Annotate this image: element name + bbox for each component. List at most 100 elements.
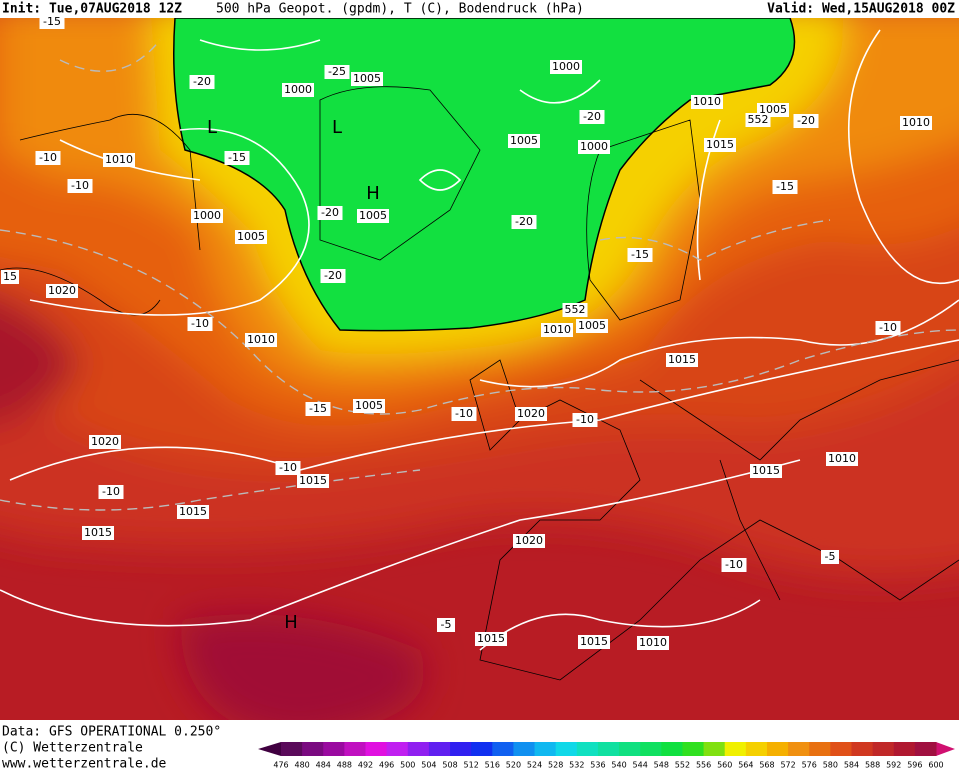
isoline-label: 1020 [517,407,545,420]
isoline-label: -20 [193,75,211,88]
label-box [67,179,93,193]
legend-label: 548 [654,761,669,770]
legend-swatch [323,742,345,756]
isoline-label: 1020 [48,284,76,297]
legend-swatch [597,742,620,756]
label-box [627,248,653,262]
legend-label: 500 [400,761,415,770]
label-box [826,452,858,466]
map-title: 500 hPa Geopot. (gpdm), T (C), Bodendruc… [216,2,584,17]
label-box [353,399,385,413]
legend-swatch [407,742,430,756]
isoline-label: 1010 [543,323,571,336]
legend-arrow-left [258,742,281,756]
label-box [305,402,331,416]
header-bar [0,0,959,18]
legend-swatch [492,742,514,756]
legend-label: 560 [717,761,732,770]
label-box [103,153,135,167]
label-box [1,270,19,284]
legend-swatch [640,742,662,756]
legend-label: 576 [802,761,817,770]
map-area [0,18,959,720]
isoline-label: -10 [279,461,297,474]
isoline-label: 552 [748,113,769,126]
isoline-label: 1015 [752,464,780,477]
label-box [351,72,383,86]
pressure-center: H [366,183,380,204]
label-box [745,113,771,127]
label-box [772,180,798,194]
legend-swatch [766,742,789,756]
legend-arrow-right [936,742,955,756]
legend-swatch [513,742,536,756]
label-box [35,151,61,165]
label-box [187,317,213,331]
legend-swatch [830,742,852,756]
legend-label: 528 [548,761,563,770]
label-box [578,140,610,154]
label-box [572,413,598,427]
legend-swatch [555,742,578,756]
label-box [821,550,839,564]
legend-label: 540 [611,761,626,770]
legend-label: 492 [358,761,373,770]
isoline-label: 1015 [668,353,696,366]
legend-label: 488 [337,761,352,770]
isoline-label: -20 [324,269,342,282]
label-box [704,138,736,152]
isoline-label: -15 [43,15,61,28]
isoline-label: -10 [71,179,89,192]
isoline-label: 1015 [299,474,327,487]
isoline-label: 552 [565,303,586,316]
label-box [245,333,277,347]
isoline-label: 1000 [580,140,608,153]
legend-label: 572 [780,761,795,770]
legend-label: 476 [273,761,288,770]
isoline-label: -15 [309,402,327,415]
label-box [189,75,215,89]
isoline-label: 15 [3,270,17,283]
label-box [98,485,124,499]
label-box [900,116,932,130]
legend-label: 588 [865,761,880,770]
legend-swatch [302,742,324,756]
isoline-label: -10 [879,321,897,334]
label-box [317,206,343,220]
legend-label: 480 [294,761,309,770]
isoline-label: -10 [39,151,57,164]
legend-label: 600 [928,761,943,770]
legend-label: 544 [633,761,648,770]
label-box [275,461,301,475]
isoline-label: 1015 [580,635,608,648]
legend-label: 532 [569,761,584,770]
legend-swatch [724,742,747,756]
label-box [579,110,605,124]
isoline-label: 1010 [639,636,667,649]
legend-swatch [344,742,367,756]
label-box [297,474,329,488]
isoline-label: -20 [321,206,339,219]
isoline-label: 1000 [552,60,580,73]
legend-swatch [619,742,641,756]
legend-swatch [576,742,599,756]
label-box [320,269,346,283]
label-box [750,464,782,478]
label-box [578,635,610,649]
label-box [191,209,223,223]
isoline-label: 1005 [510,134,538,147]
legend-swatch [471,742,493,756]
isoline-label: 1005 [578,319,606,332]
label-box [357,209,389,223]
isoline-label: -15 [776,180,794,193]
isoline-label: 1005 [359,209,387,222]
legend-label: 580 [823,761,838,770]
pressure-center: L [332,117,342,138]
label-box [282,83,314,97]
legend-label: 568 [759,761,774,770]
legend-label: 508 [442,761,457,770]
label-box [541,323,573,337]
label-box [177,505,209,519]
